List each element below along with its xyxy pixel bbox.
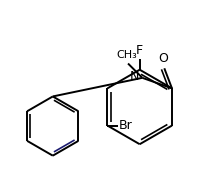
Text: CH₃: CH₃ — [116, 50, 137, 60]
Text: Br: Br — [119, 119, 133, 132]
Text: N: N — [130, 70, 140, 83]
Text: F: F — [136, 44, 143, 57]
Text: O: O — [158, 52, 168, 65]
